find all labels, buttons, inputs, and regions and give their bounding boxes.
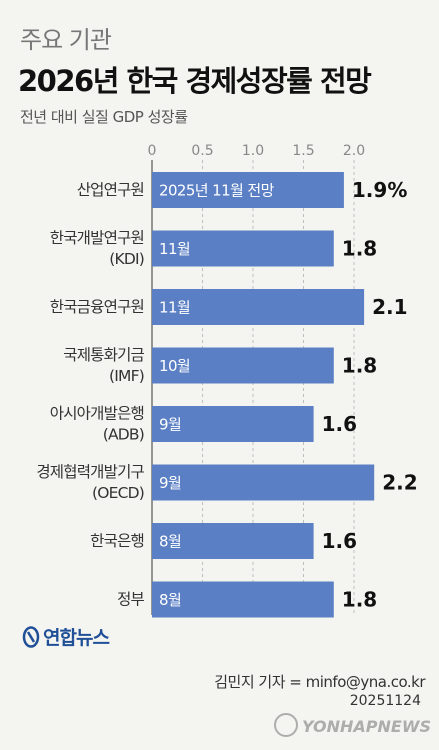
category-label: 경제협력개발기구 (36, 463, 144, 481)
x-tick-label: 0.5 (191, 143, 213, 159)
category-label: 한국금융연구원 (50, 298, 144, 316)
bar-month-label: 10월 (159, 357, 190, 375)
chart-subtitle: 주요 기관 (20, 26, 112, 54)
bar-6 (152, 523, 314, 559)
watermark-text: YONHAPNEWS (302, 717, 431, 736)
bar-1 (152, 230, 334, 267)
data-label: 2.1 (372, 295, 407, 319)
chart-title: 2026년 한국 경제성장률 전망 (18, 64, 372, 98)
category-label: (OECD) (92, 484, 144, 502)
category-label: 한국은행 (90, 532, 144, 550)
bar-0 (152, 172, 344, 208)
reporter-credit: 김민지 기자 = minfo@yna.co.kr (214, 673, 425, 691)
bar-7 (152, 581, 334, 618)
watermark: YONHAPNEWS (274, 713, 431, 737)
bar-month-label: 8월 (159, 591, 181, 609)
bar-5 (152, 464, 375, 501)
data-label: 1.9% (352, 178, 407, 202)
x-tick-label: 0 (148, 143, 157, 159)
bar-4 (152, 406, 314, 442)
logo-text: 연합뉴스 (43, 627, 110, 649)
category-label: 정부 (117, 591, 144, 609)
category-label: (ADB) (103, 426, 144, 444)
bar-month-label: 9월 (159, 416, 181, 434)
yonhap-logo-icon (22, 626, 40, 648)
data-label: 1.8 (342, 354, 377, 378)
bar-3 (152, 347, 334, 384)
unit-label: 전년 대비 실질 GDP 성장률 (20, 108, 188, 126)
x-tick-label: 1.0 (242, 143, 264, 159)
category-label: (KDI) (109, 250, 144, 268)
data-label: 1.6 (322, 412, 357, 436)
category-label: 국제통화기금 (63, 346, 144, 364)
bar-month-label: 8월 (159, 533, 181, 551)
watermark-logo-icon (274, 713, 298, 737)
yonhap-logo: 연합뉴스 (22, 623, 110, 650)
category-label: 한국개발연구원 (50, 229, 144, 247)
x-tick-label: 1.5 (292, 143, 314, 159)
bar-month-label: 11월 (159, 299, 190, 317)
data-label: 1.8 (342, 588, 377, 612)
data-label: 2.2 (382, 471, 417, 495)
category-label: 아시아개발은행 (50, 405, 144, 423)
category-label: (IMF) (109, 367, 144, 385)
x-tick-label: 2.0 (343, 143, 365, 159)
data-label: 1.6 (322, 529, 357, 553)
bar-month-label: 11월 (159, 240, 190, 258)
bar-2 (152, 289, 365, 325)
publish-date: 20251124 (349, 693, 421, 709)
bar-month-label: 9월 (159, 474, 181, 492)
bar-month-label: 2025년 11월 전망 (159, 182, 275, 200)
category-label: 산업연구원 (77, 181, 144, 199)
data-label: 1.8 (342, 237, 377, 261)
